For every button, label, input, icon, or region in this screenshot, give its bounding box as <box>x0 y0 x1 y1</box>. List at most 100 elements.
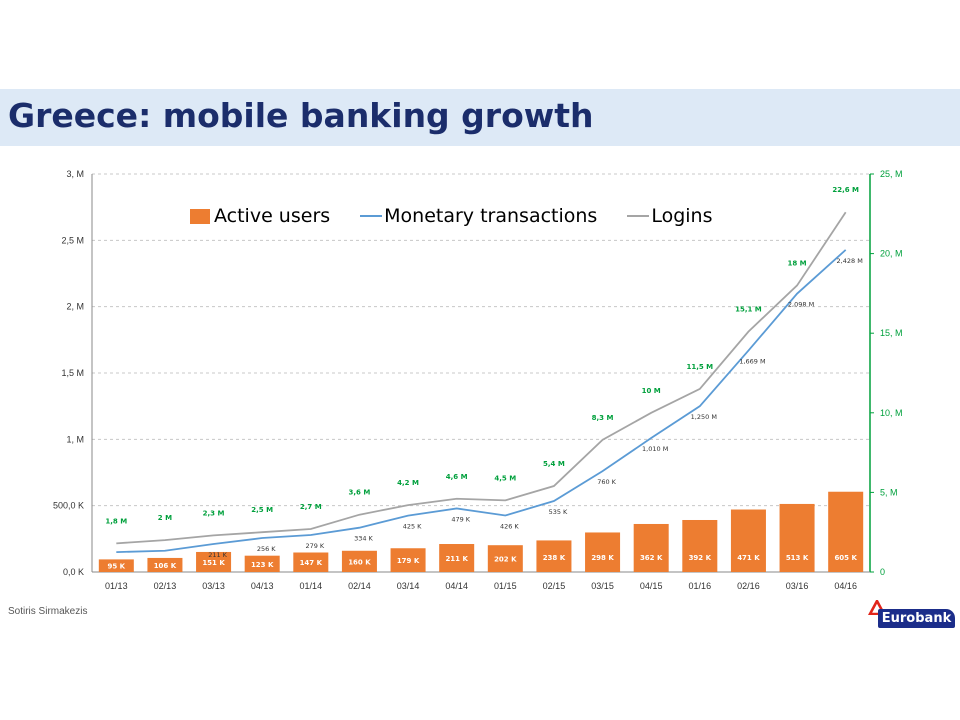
title-band <box>0 89 960 146</box>
logins-data-label: 8,3 M <box>592 414 614 422</box>
logins-data-label: 5,4 M <box>543 460 565 468</box>
x-tick-label: 01/16 <box>689 581 712 591</box>
legend-label: Active users <box>214 205 331 227</box>
monetary-data-label: 535 K <box>549 508 568 516</box>
x-tick-label: 02/13 <box>154 581 177 591</box>
x-tick-label: 01/14 <box>300 581 323 591</box>
monetary-data-label: 760 K <box>597 478 616 486</box>
bar-active-users <box>633 523 669 572</box>
monetary-data-label: 1,669 M <box>739 358 765 366</box>
x-tick-label: 03/15 <box>591 581 614 591</box>
x-tick-label: 01/13 <box>105 581 128 591</box>
right-tick-label: 0 <box>880 567 885 577</box>
bar-active-users <box>730 509 766 572</box>
legend-label: Monetary transactions <box>384 205 598 227</box>
right-tick-label: 25, M <box>880 169 903 179</box>
author-credit: Sotiris Sirmakezis <box>8 606 88 617</box>
bar-active-users <box>585 532 621 572</box>
left-tick-label: 1,5 M <box>61 368 84 378</box>
bar-active-users <box>98 559 134 572</box>
left-tick-label: 3, M <box>66 169 84 179</box>
bar-active-users <box>682 519 718 572</box>
x-tick-label: 04/14 <box>445 581 468 591</box>
bar-data-label: 298 K <box>591 554 614 562</box>
bar-active-users <box>147 557 183 572</box>
x-tick-label: 03/14 <box>397 581 420 591</box>
right-tick-label: 15, M <box>880 328 903 338</box>
legend-swatch-bar <box>190 208 210 224</box>
bar-active-users <box>341 550 377 572</box>
bar-data-label: 95 K <box>108 563 126 571</box>
bar-data-label: 147 K <box>300 559 323 567</box>
logins-data-label: 4,6 M <box>446 473 468 481</box>
bar-data-label: 151 K <box>202 559 225 567</box>
bar-data-label: 392 K <box>689 554 712 562</box>
eurobank-logo: Eurobank <box>862 600 958 630</box>
left-tick-label: 2, M <box>66 302 84 312</box>
legend-label: Logins <box>651 205 713 227</box>
line-monetary-transactions <box>116 249 847 553</box>
bar-active-users <box>244 555 280 572</box>
monetary-data-label: 2,428 M <box>837 257 863 265</box>
line-logins <box>116 211 847 545</box>
x-tick-label: 04/13 <box>251 581 274 591</box>
logins-data-label: 4,2 M <box>397 479 419 487</box>
logo-mark-icon <box>868 600 886 615</box>
legend-swatch-line <box>360 215 383 217</box>
bar-active-users <box>487 545 523 572</box>
bar-active-users <box>196 551 232 572</box>
logins-data-label: 2 M <box>158 514 172 522</box>
right-tick-label: 20, M <box>880 249 903 259</box>
legend-item-monetary-transactions: Monetary transactions <box>360 205 597 227</box>
x-tick-label: 03/16 <box>786 581 809 591</box>
logins-data-label: 1,8 M <box>105 517 127 525</box>
right-tick-label: 5, M <box>880 487 898 497</box>
bar-data-label: 202 K <box>494 556 517 564</box>
x-tick-label: 02/15 <box>543 581 566 591</box>
x-tick-label: 04/15 <box>640 581 663 591</box>
logins-data-label: 2,7 M <box>300 503 322 511</box>
bar-data-label: 106 K <box>154 562 177 570</box>
x-tick-label: 02/14 <box>348 581 371 591</box>
logins-data-label: 11,5 M <box>686 363 713 371</box>
monetary-data-label: 334 K <box>354 535 373 543</box>
left-tick-label: 0,0 K <box>63 567 84 577</box>
x-tick-label: 01/15 <box>494 581 517 591</box>
logins-data-label: 22,6 M <box>832 186 859 194</box>
monetary-data-label: 425 K <box>403 523 422 531</box>
bar-active-users <box>828 491 864 572</box>
bar-data-label: 211 K <box>445 555 468 563</box>
legend-item-logins: Logins <box>627 205 712 227</box>
monetary-data-label: 1,010 M <box>642 445 668 453</box>
bar-data-label: 362 K <box>640 554 663 562</box>
legend-swatch-line <box>627 215 650 217</box>
bar-active-users <box>536 540 572 572</box>
logo-text: Eurobank <box>878 609 955 628</box>
bar-data-label: 513 K <box>786 554 809 562</box>
logins-data-label: 2,3 M <box>203 509 225 517</box>
chart-legend: Active users Monetary transactions Login… <box>190 202 712 230</box>
logins-data-label: 4,5 M <box>494 474 516 482</box>
monetary-data-label: 256 K <box>257 545 276 553</box>
bar-active-users <box>390 548 426 572</box>
bar-data-label: 471 K <box>737 554 760 562</box>
logins-data-label: 3,6 M <box>349 489 371 497</box>
monetary-data-label: 479 K <box>451 515 470 523</box>
x-tick-label: 02/16 <box>737 581 760 591</box>
bar-data-label: 160 K <box>348 558 371 566</box>
bar-data-label: 123 K <box>251 561 274 569</box>
bar-data-label: 238 K <box>543 554 566 562</box>
page-title: Greece: mobile banking growth <box>8 96 594 135</box>
x-tick-label: 04/16 <box>834 581 857 591</box>
bar-active-users <box>779 503 815 572</box>
bar-data-label: 605 K <box>834 554 857 562</box>
x-tick-label: 03/13 <box>202 581 225 591</box>
bar-data-label: 179 K <box>397 557 420 565</box>
logins-data-label: 15,1 M <box>735 306 762 314</box>
monetary-data-label: 2,098 M <box>788 301 814 309</box>
logins-data-label: 10 M <box>642 387 661 395</box>
logins-data-label: 18 M <box>787 259 806 267</box>
left-tick-label: 1, M <box>66 434 84 444</box>
right-tick-label: 10, M <box>880 408 903 418</box>
